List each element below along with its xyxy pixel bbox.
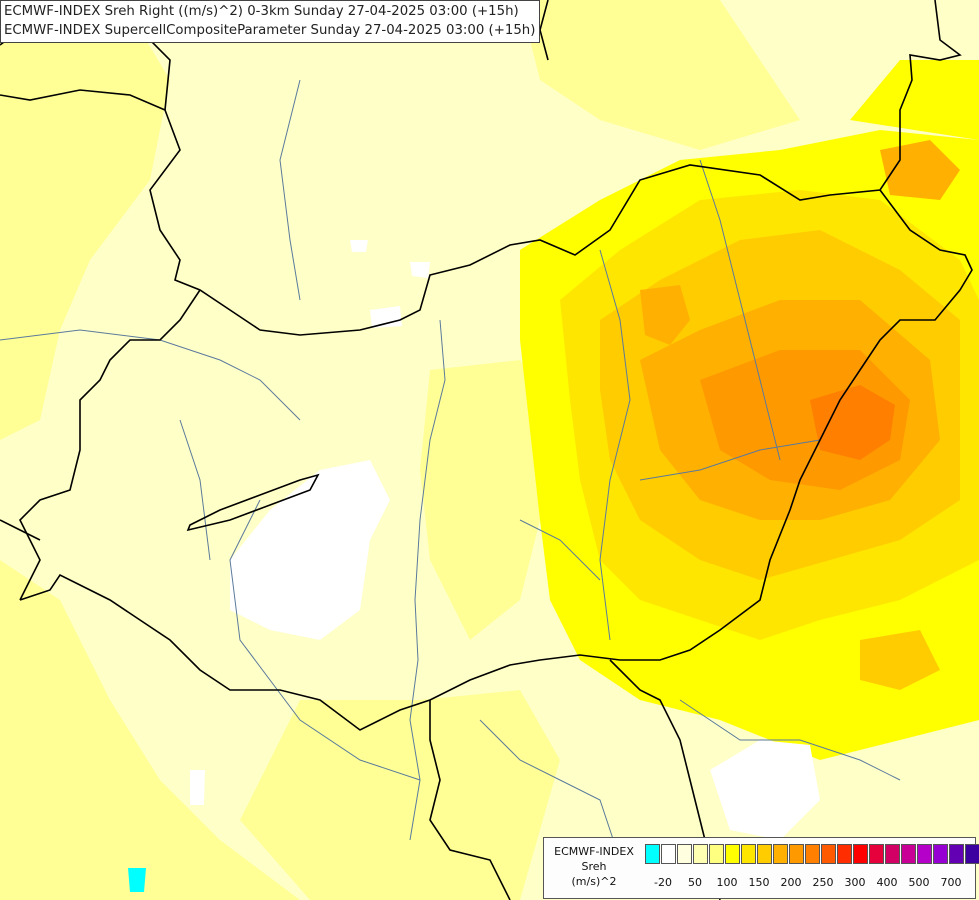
legend-swatch-1 (661, 844, 676, 864)
map-title-line-1: ECMWF-INDEX Sreh Right ((m/s)^2) 0-3km S… (4, 4, 519, 19)
rivers (0, 79, 901, 861)
shading-white (190, 240, 820, 840)
legend-tick-label: 250 (812, 876, 834, 889)
legend-caption: ECMWF-INDEX Sreh (m/s)^2 (544, 844, 644, 889)
legend-swatch-3 (693, 844, 708, 864)
legend-swatch-0 (645, 844, 660, 864)
legend-swatch-15 (885, 844, 900, 864)
shade-light (0, 30, 170, 440)
legend-swatch-9 (789, 844, 804, 864)
shade-white (410, 262, 430, 278)
legend-swatch-2 (677, 844, 692, 864)
legend-swatch-4 (709, 844, 724, 864)
legend-tick-label: 500 (908, 876, 930, 889)
legend-tick-label: 400 (876, 876, 898, 889)
legend-swatch-17 (917, 844, 932, 864)
legend-swatch-11 (821, 844, 836, 864)
legend-color-bar (645, 844, 979, 864)
legend-caption-line-2: Sreh (581, 860, 607, 873)
legend-caption-line-1: ECMWF-INDEX (554, 845, 634, 858)
shade-light (0, 560, 300, 900)
shade-white (190, 770, 205, 805)
legend-swatch-16 (901, 844, 916, 864)
legend-swatch-14 (869, 844, 884, 864)
legend-tick-label: 700 (940, 876, 962, 889)
legend-swatch-10 (805, 844, 820, 864)
legend-swatch-6 (741, 844, 756, 864)
legend-swatch-18 (933, 844, 948, 864)
legend-tick-label: 50 (688, 876, 702, 889)
shade-light (520, 0, 800, 150)
legend-swatch-12 (837, 844, 852, 864)
shade-white (230, 460, 390, 640)
legend-swatch-19 (949, 844, 964, 864)
legend-tick-label: 100 (716, 876, 738, 889)
map-title-box: ECMWF-INDEX Sreh Right ((m/s)^2) 0-3km S… (0, 0, 541, 43)
map-title-line-2: ECMWF-INDEX SupercellCompositeParameter … (4, 23, 536, 38)
shade-light (240, 690, 560, 900)
legend-swatch-8 (773, 844, 788, 864)
legend-swatch-5 (725, 844, 740, 864)
legend-tick-label: 150 (748, 876, 770, 889)
color-legend: ECMWF-INDEX Sreh (m/s)^2 -20 50 100 150 200 2… (543, 837, 979, 899)
shade-white (350, 240, 368, 252)
legend-tick-label: 300 (844, 876, 866, 889)
legend-tick-label: 200 (780, 876, 802, 889)
legend-tick-labels: -20 50 100 150 200 250 300 400 500 700 (645, 876, 975, 890)
shade-white (370, 306, 402, 328)
legend-swatch-7 (757, 844, 772, 864)
legend-swatch-13 (853, 844, 868, 864)
shading-yellow-west (0, 0, 800, 900)
shade-darkorange (810, 385, 895, 460)
legend-tick-label: -20 (654, 876, 672, 889)
shade-white (710, 740, 820, 840)
shade-yellow (850, 60, 979, 140)
legend-swatch-20 (965, 844, 979, 864)
shade-orange (640, 285, 690, 345)
shade-gold (860, 630, 940, 690)
legend-caption-line-3: (m/s)^2 (571, 875, 617, 888)
shade-light (420, 360, 560, 640)
cyan-patch (128, 868, 146, 892)
